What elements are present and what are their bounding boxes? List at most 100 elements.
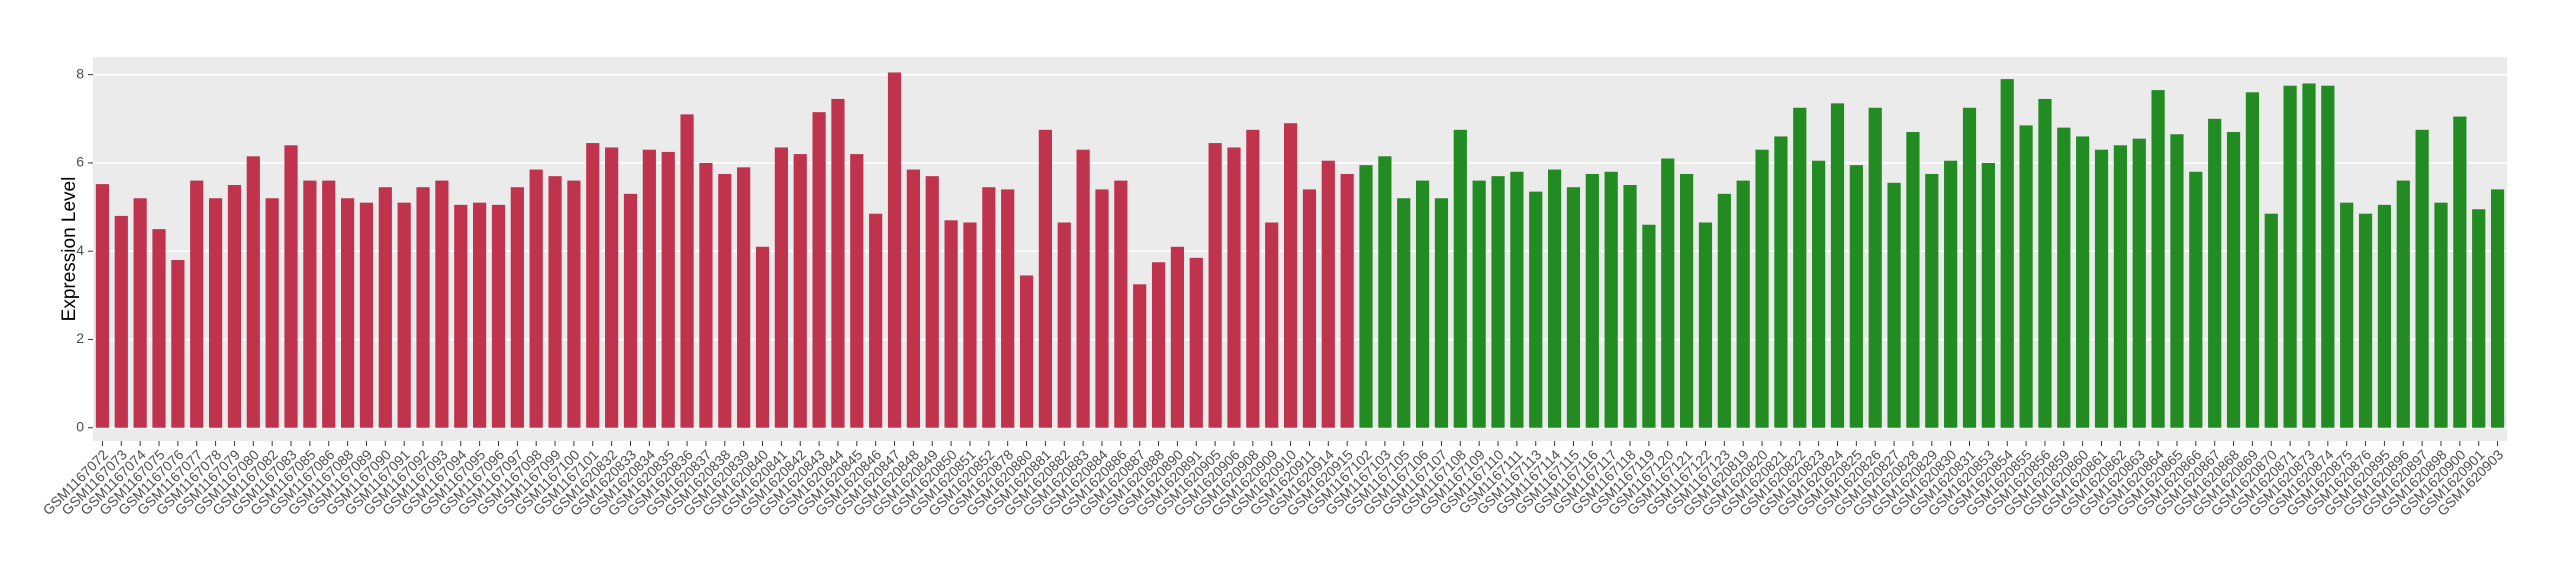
bar [2264,213,2278,428]
bar [906,169,920,428]
bar [548,176,562,428]
bar [2057,127,2071,428]
bar [2113,145,2127,428]
bar [661,151,675,428]
bar [2472,209,2486,428]
bar [1378,156,1392,428]
bar [454,204,468,428]
bar [737,167,751,428]
bar [397,202,411,428]
bar [246,156,260,428]
bar [1227,147,1241,428]
bar [925,176,939,428]
bar [2415,129,2429,428]
bar [718,173,732,428]
bar [1114,180,1128,428]
bar [491,204,506,428]
bar [1076,149,1090,428]
bar [812,112,826,428]
bar [2170,134,2184,428]
bar [133,198,147,428]
y-tick-label: 8 [76,65,84,81]
bar [1283,123,1298,428]
y-tick-label: 6 [76,154,84,170]
bar [1529,191,1543,428]
bar [2377,204,2392,428]
bar [567,180,581,428]
bar [1962,107,1977,428]
bar [2132,138,2146,428]
bar [1151,262,1166,428]
bar [1340,173,1354,428]
bar [114,215,128,428]
bar [887,72,902,428]
bar [1680,173,1694,428]
bar [435,180,449,428]
bar [152,229,166,428]
bar [1359,165,1373,428]
bar [1868,107,1882,428]
bar [2226,132,2241,428]
bar [623,193,638,428]
bar [208,198,223,428]
bar [2283,85,2297,428]
bar [1981,162,1995,428]
bar [2453,116,2467,428]
bar [680,114,694,428]
bar [1849,165,1863,428]
bar [1265,222,1279,428]
bar [850,154,864,428]
bar [1830,103,1845,428]
bar [699,162,713,428]
bar [1661,158,1675,428]
bar [2321,85,2335,428]
bar [1453,129,1467,428]
bar [1208,143,1222,428]
bar [793,154,807,428]
bar [1510,171,1524,428]
bar [963,222,977,428]
bar [303,180,317,428]
bar [1019,275,1034,428]
bar [2038,98,2052,428]
bar [1095,189,1109,428]
bar [605,147,619,428]
bar [1585,173,1599,428]
bar [2076,136,2090,428]
bar [1321,160,1335,428]
bar [2302,83,2316,428]
bar [2151,90,2165,428]
bar [1793,107,1807,428]
bar [586,143,600,428]
bar [1887,182,1901,428]
bar [95,184,110,428]
bar [1755,149,1769,428]
bar [2434,202,2448,428]
bar [265,198,279,428]
bar [1415,180,1430,428]
bar [510,187,524,428]
bar [831,98,845,428]
bar [1246,129,1260,428]
bar [1548,169,1562,428]
y-tick-label: 4 [76,242,84,258]
bar [944,220,958,428]
bar [1434,198,1449,428]
bar [284,145,298,428]
bar [2000,79,2014,428]
bar [1472,180,1486,428]
bar [1944,160,1958,428]
bar [2019,125,2033,428]
bar [1698,222,1713,428]
bar [322,180,336,428]
bar [2358,213,2373,428]
bar [1170,246,1185,428]
bar [2490,189,2505,428]
bar [1925,173,1939,428]
bar [755,246,770,428]
bar [1038,129,1052,428]
bar [416,187,430,428]
bar [2396,180,2410,428]
bar [1001,189,1015,428]
